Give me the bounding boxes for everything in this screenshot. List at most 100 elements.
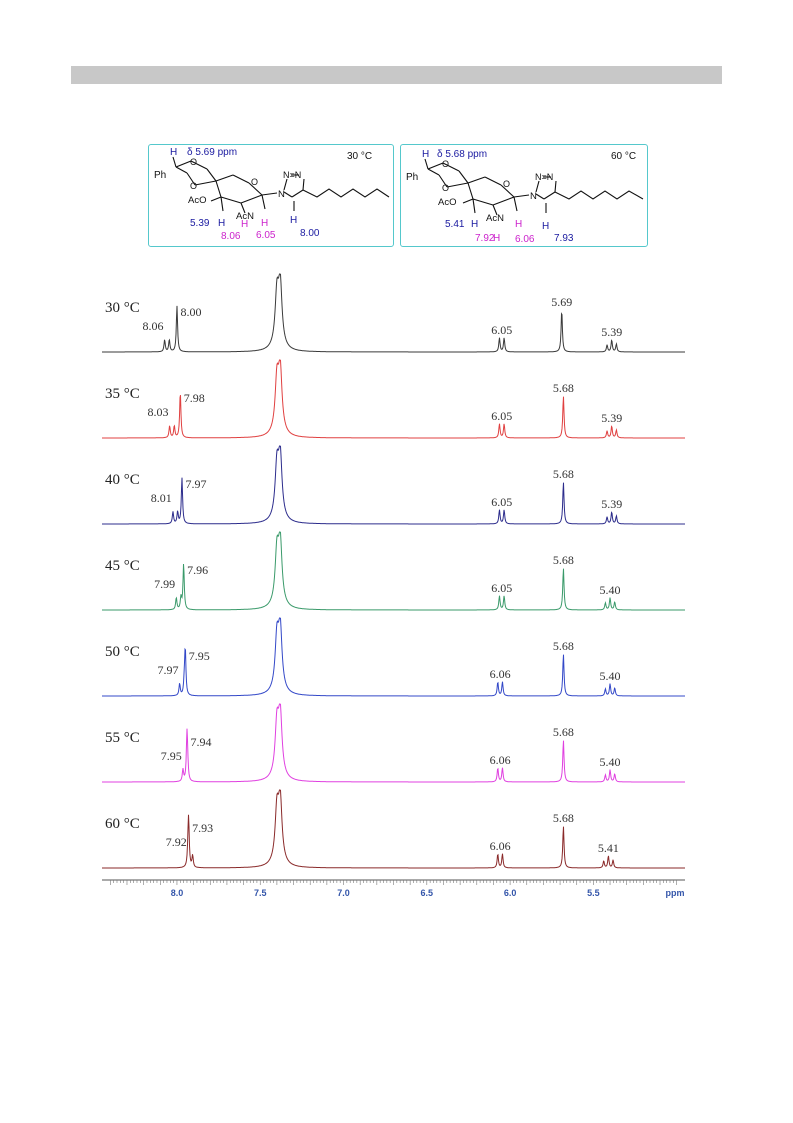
acetal-h-label: H xyxy=(422,149,429,160)
spectrum-trace-group: 30 °C8.06 8.00 6.05 5.69 5.39 xyxy=(102,273,685,353)
triazole-nn-label: N=N xyxy=(535,172,553,182)
structure-box-60c: Ph O O O AcO AcN N N=N H δ 5.68 ppm 60 °… xyxy=(400,144,648,247)
peak-label-triazole: 7.97 xyxy=(185,477,206,491)
peak-label-nh: 8.06 xyxy=(142,319,163,333)
peak-label-acetal: 5.68 xyxy=(553,467,574,481)
peak-label-triazole: 8.00 xyxy=(180,305,201,319)
spectrum-trace xyxy=(102,703,685,783)
temperature-label: 60 °C xyxy=(611,151,636,162)
peak-label-h4: 5.39 xyxy=(601,411,622,425)
spectrum-trace xyxy=(102,617,685,697)
peak-label-triazole: 7.98 xyxy=(184,391,205,405)
h1-shift-label: 6.05 xyxy=(256,230,276,241)
triazole-n-label: N xyxy=(278,189,285,200)
nh-h-label: H xyxy=(241,219,248,230)
peak-label-h4: 5.40 xyxy=(600,755,621,769)
peak-label-h4: 5.40 xyxy=(600,583,621,597)
triazole-nn-label: N=N xyxy=(283,170,301,180)
spectrum-trace xyxy=(102,445,685,525)
temperature-label: 60 °C xyxy=(105,816,140,832)
structure-diagram: Ph O O O AcO AcN N N=N H δ 5.68 ppm 60 °… xyxy=(406,149,644,245)
header-bar xyxy=(71,66,722,84)
peak-label-acetal: 5.68 xyxy=(553,639,574,653)
spectrum-trace-group: 60 °C 7.92 7.93 6.06 5.68 5.41 xyxy=(102,789,685,869)
acetal-shift-label: δ 5.69 ppm xyxy=(187,147,237,158)
axis-tick-label: 7.0 xyxy=(337,888,350,898)
peak-label-nh: 8.03 xyxy=(147,405,168,419)
peak-label-acetal: 5.68 xyxy=(553,725,574,739)
nh-shift-label: 7.92 xyxy=(475,233,495,244)
nh-h-label: H xyxy=(493,233,500,244)
spectrum-trace xyxy=(102,531,685,611)
h4-h-label: H xyxy=(218,218,225,229)
temperature-label: 40 °C xyxy=(105,472,140,488)
peak-label-acetal: 5.68 xyxy=(553,811,574,825)
peak-label-h1: 6.05 xyxy=(491,323,512,337)
peak-label-triazole: 7.93 xyxy=(192,821,213,835)
peak-label-h1: 6.06 xyxy=(490,753,511,767)
phenyl-label: Ph xyxy=(406,172,418,183)
spectrum-trace-group: 40 °C 8.01 7.97 6.05 5.68 5.39 xyxy=(102,445,685,525)
peak-label-nh: 7.95 xyxy=(161,749,182,763)
peak-label-acetal: 5.68 xyxy=(553,381,574,395)
triazole-n-label: N xyxy=(530,191,537,202)
structure-box-30c: Ph O O O AcO AcN N N=N H δ 5.69 ppm 30 °… xyxy=(148,144,394,247)
ring-oxygen-label: O xyxy=(190,181,197,191)
acn-label: AcN xyxy=(486,213,504,224)
ring-oxygen-label: O xyxy=(442,183,449,193)
peak-label-h1: 6.06 xyxy=(490,667,511,681)
spectrum-trace-group: 45 °C 7.99 7.96 6.05 5.68 5.40 xyxy=(102,531,685,611)
ppm-axis: 8.0 7.5 7.0 6.5 6.0 5.5 ppm xyxy=(102,879,685,898)
triazole-h-label: H xyxy=(290,215,297,226)
axis-tick-label: 8.0 xyxy=(171,888,184,898)
temperature-label: 30 °C xyxy=(347,151,372,162)
peak-label-h1: 6.05 xyxy=(491,581,512,595)
temperature-label: 55 °C xyxy=(105,730,140,746)
aco-label: AcO xyxy=(438,197,456,208)
h1-h-label: H xyxy=(515,219,522,230)
triazole-shift-label: 8.00 xyxy=(300,228,320,239)
peak-label-nh: 7.97 xyxy=(157,663,178,677)
spectrum-trace xyxy=(102,273,685,353)
peak-label-triazole: 7.96 xyxy=(187,563,208,577)
ring-oxygen-label: O xyxy=(190,157,197,167)
peak-label-triazole: 7.94 xyxy=(190,735,211,749)
triazole-shift-label: 7.93 xyxy=(554,233,574,244)
spectrum-trace xyxy=(102,789,685,869)
nmr-stacked-spectra: 30 °C8.06 8.00 6.05 5.69 5.39 35 °C 8.03 7.98 6.… xyxy=(102,273,685,898)
peak-label-nh: 7.92 xyxy=(166,835,187,849)
peak-label-h1: 6.06 xyxy=(490,839,511,853)
ring-oxygen-label: O xyxy=(503,179,510,189)
phenyl-label: Ph xyxy=(154,170,166,181)
aco-label: AcO xyxy=(188,195,206,206)
temperature-label: 45 °C xyxy=(105,558,140,574)
peak-label-h4: 5.39 xyxy=(601,497,622,511)
temperature-label: 50 °C xyxy=(105,644,140,660)
spectrum-trace-group: 35 °C 8.03 7.98 6.05 5.68 5.39 xyxy=(102,359,685,439)
peak-label-nh: 7.99 xyxy=(154,577,175,591)
h1-h-label: H xyxy=(261,218,268,229)
peak-label-acetal: 5.69 xyxy=(551,295,572,309)
triazole-h-label: H xyxy=(542,221,549,232)
h4-h-label: H xyxy=(471,219,478,230)
peak-label-h4: 5.40 xyxy=(600,669,621,683)
structure-diagram: Ph O O O AcO AcN N N=N H δ 5.69 ppm 30 °… xyxy=(154,147,390,242)
spectrum-trace-group: 50 °C 7.97 7.95 6.06 5.68 5.40 xyxy=(102,617,685,697)
spectrum-trace xyxy=(102,359,685,439)
h4-shift-label: 5.41 xyxy=(445,219,465,230)
ring-oxygen-label: O xyxy=(251,177,258,187)
nh-shift-label: 8.06 xyxy=(221,231,241,242)
peak-label-acetal: 5.68 xyxy=(553,553,574,567)
axis-tick-label: 6.5 xyxy=(421,888,434,898)
h4-shift-label: 5.39 xyxy=(190,218,210,229)
peak-label-triazole: 7.95 xyxy=(189,649,210,663)
axis-unit-label: ppm xyxy=(666,888,685,898)
acn-label: AcN xyxy=(236,211,254,222)
peak-label-h4: 5.39 xyxy=(601,325,622,339)
axis-tick-label: 7.5 xyxy=(254,888,267,898)
peak-label-h1: 6.05 xyxy=(491,495,512,509)
acetal-shift-label: δ 5.68 ppm xyxy=(437,149,487,160)
peak-label-h4: 5.41 xyxy=(598,841,619,855)
axis-tick-label: 5.5 xyxy=(587,888,600,898)
peak-label-h1: 6.05 xyxy=(491,409,512,423)
